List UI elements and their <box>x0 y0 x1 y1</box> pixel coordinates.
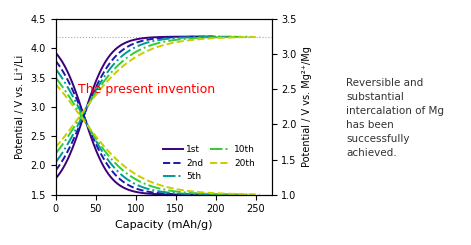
20th <box>134 173 139 176</box>
1st <box>72 87 77 90</box>
Line: 5th: 5th <box>56 69 236 195</box>
20th <box>119 163 125 166</box>
20th <box>181 189 187 192</box>
2nd <box>172 193 178 196</box>
1st <box>53 51 58 54</box>
10th <box>195 192 201 195</box>
1st <box>165 193 171 196</box>
5th <box>124 178 130 181</box>
Line: 1st: 1st <box>56 53 211 195</box>
Line: 10th: 10th <box>56 78 252 195</box>
1st <box>209 193 214 196</box>
20th <box>201 191 207 194</box>
10th <box>117 166 122 169</box>
2nd <box>217 193 222 196</box>
20th <box>257 193 262 196</box>
Text: The present invention: The present invention <box>78 83 215 96</box>
Line: 2nd: 2nd <box>56 61 219 195</box>
Y-axis label: Potential / V vs. Li⁺/Li: Potential / V vs. Li⁺/Li <box>15 55 25 159</box>
5th <box>183 192 188 195</box>
2nd <box>53 60 58 62</box>
5th <box>233 193 238 196</box>
X-axis label: Capacity (mAh/g): Capacity (mAh/g) <box>115 220 212 230</box>
2nd <box>171 193 177 196</box>
1st <box>104 170 109 173</box>
10th <box>195 192 200 195</box>
10th <box>249 193 254 196</box>
5th <box>53 68 58 71</box>
20th <box>53 83 58 86</box>
Legend: 1st, 2nd, 5th, 10th, 20th: 1st, 2nd, 5th, 10th, 20th <box>159 142 259 185</box>
2nd <box>106 166 112 169</box>
2nd <box>73 95 78 98</box>
20th <box>200 191 206 194</box>
10th <box>130 176 136 179</box>
Y-axis label: Potential / V vs. Mg²⁺/Mg: Potential / V vs. Mg²⁺/Mg <box>302 46 312 167</box>
1st <box>166 193 172 196</box>
5th <box>166 191 172 194</box>
2nd <box>156 192 162 195</box>
2nd <box>118 178 123 181</box>
10th <box>176 190 182 193</box>
1st <box>151 193 157 196</box>
20th <box>77 114 83 117</box>
10th <box>76 111 82 114</box>
5th <box>74 104 80 107</box>
1st <box>114 182 120 185</box>
Line: 20th: 20th <box>56 84 260 194</box>
10th <box>53 76 58 79</box>
5th <box>112 166 117 169</box>
5th <box>184 192 189 195</box>
Text: Reversible and
substantial
intercalation of Mg
has been
successfully
achieved.: Reversible and substantial intercalation… <box>346 78 444 158</box>
